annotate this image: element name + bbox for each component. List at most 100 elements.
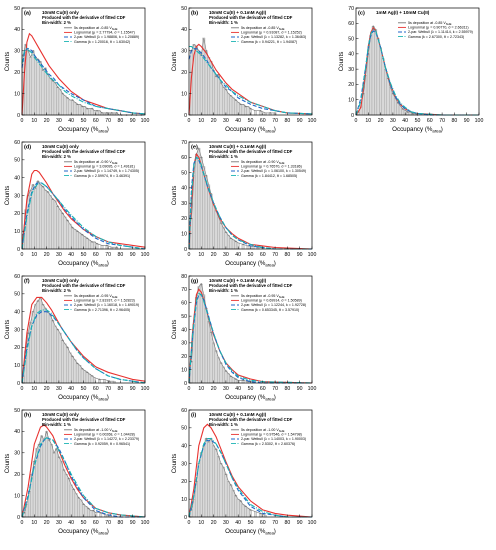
legend-entry: 5s deposition at -0.90 VSHE (241, 160, 285, 165)
y-axis-label: Counts (171, 454, 178, 474)
x-tick-label: 80 (118, 252, 124, 258)
histogram-bar (41, 69, 45, 116)
x-tick-label: 100 (308, 386, 317, 392)
deposition-marker (406, 111, 409, 113)
histogram-bar (239, 500, 243, 518)
histogram-bar (207, 321, 211, 384)
y-axis-label: Counts (4, 454, 11, 474)
histogram-bar (217, 74, 220, 116)
deposition-marker (76, 230, 79, 232)
x-tick-label: 60 (93, 386, 99, 392)
y-tick-label: 10 (14, 493, 20, 499)
x-tick-label: 40 (68, 386, 74, 392)
y-tick-label: 50 (181, 170, 187, 176)
histogram-bar (100, 245, 104, 250)
deposition-marker (244, 105, 247, 108)
bin-width-label: Bin-width: 1 % (209, 20, 238, 25)
histogram-bar (199, 157, 203, 250)
x-tick-label: 40 (68, 252, 74, 258)
lognormal-fit-curve (188, 152, 313, 250)
y-tick-label: 20 (14, 345, 20, 351)
histogram-bar (217, 456, 220, 518)
histogram-bar (34, 57, 37, 116)
histogram-bar (229, 484, 233, 518)
deposition-marker (110, 112, 113, 114)
y-tick-label: 50 (181, 314, 187, 320)
histogram-bar (48, 78, 52, 116)
legend-entry: Gamma (k = 0.94221, θ = 1.94087) (241, 40, 297, 44)
x-tick-label: 60 (260, 520, 266, 526)
histogram-bar (87, 508, 90, 518)
histogram-bar (59, 461, 63, 518)
weibull-fit-curve (21, 311, 146, 384)
histogram-bar (217, 216, 220, 250)
histogram-bar (36, 59, 40, 116)
x-tick-label: 20 (44, 252, 50, 258)
histogram-bar (63, 216, 67, 250)
x-tick-label: 80 (118, 520, 124, 526)
histogram-bar (61, 93, 64, 116)
histogram-bar (224, 89, 228, 116)
legend-entry: Lognormal (μ = 3.09095, σ = 1.49181) (74, 165, 135, 169)
histogram-bar (73, 229, 77, 250)
y-tick-label: 40 (14, 429, 20, 435)
histogram-bar (61, 213, 64, 250)
histogram-bar (224, 474, 228, 518)
chart-panel-h: 0 10 20 30 40 50 60 70 80 90 100 0 10 20 30 40 50 Occupan… (4, 408, 149, 536)
histogram-bar (244, 106, 247, 116)
histogram-bar (66, 347, 69, 384)
deposition-marker (96, 109, 98, 112)
panel-title: 10mM Cu(II) only (42, 10, 79, 15)
histogram-bar (68, 352, 72, 384)
x-tick-label: 30 (223, 118, 229, 124)
histogram-bar (75, 230, 79, 250)
deposition-marker (91, 241, 93, 243)
x-axis-label: Occupancy (%area) (225, 260, 276, 268)
histogram-bar (254, 110, 257, 116)
x-tick-label: 70 (272, 520, 278, 526)
y-tick-label: 30 (14, 193, 20, 199)
deposition-marker (72, 488, 75, 490)
y-tick-label: 30 (181, 49, 187, 55)
histogram-bar (246, 106, 250, 116)
deposition-series-line (22, 296, 115, 382)
x-tick-label: 60 (260, 252, 266, 258)
histogram-bar (29, 57, 33, 116)
x-tick-label: 90 (130, 386, 136, 392)
histogram-bar (69, 484, 73, 518)
histogram-bar (37, 444, 41, 518)
bin-width-label: Bin-width: 1 % (209, 154, 238, 159)
y-tick-label: 40 (348, 52, 354, 58)
x-tick-label: 10 (365, 118, 371, 124)
deposition-marker (215, 75, 217, 78)
y-tick-label: 60 (348, 21, 354, 27)
histogram-bar (389, 87, 392, 116)
x-tick-label: 10 (31, 386, 37, 392)
histogram-bar (58, 332, 62, 384)
x-tick-label: 20 (211, 118, 217, 124)
deposition-marker (81, 233, 84, 236)
y-tick-label: 50 (14, 158, 20, 164)
chart-panel-a: 0 10 20 30 40 50 60 70 80 90 100 0 10 20 30 40 50 Occupan… (4, 6, 149, 134)
histogram-bar (68, 99, 72, 116)
panel-title: 1mM Ag(I) + 10mM Cu(II) (376, 10, 430, 15)
legend-entry: 5s deposition at -1.00 VSHE (241, 428, 285, 433)
panel-label: (a) (24, 11, 31, 17)
deposition-marker (225, 88, 227, 91)
x-tick-label: 90 (297, 386, 303, 392)
histogram-bar (57, 456, 61, 518)
histogram-bar (207, 441, 211, 518)
panel-label: (b) (191, 11, 198, 17)
legend-entry: Lognormal (μ = 0.97546, σ = 1.54798) (241, 433, 302, 437)
y-tick-label: 30 (14, 49, 20, 55)
y-tick-label: 0 (184, 113, 187, 119)
histogram-bar (254, 511, 257, 518)
y-tick-label: 40 (181, 27, 187, 33)
legend-entry: Lognormal (μ = 2.77794, σ = 1.15547) (74, 31, 135, 35)
x-tick-label: 10 (31, 252, 37, 258)
deposition-marker (225, 473, 227, 476)
histogram-bar (46, 191, 50, 250)
x-tick-label: 40 (68, 118, 74, 124)
legend-entry: Gamma (k = 1.84412, θ = 1.68505) (241, 174, 297, 178)
y-tick-label: 50 (14, 6, 20, 12)
